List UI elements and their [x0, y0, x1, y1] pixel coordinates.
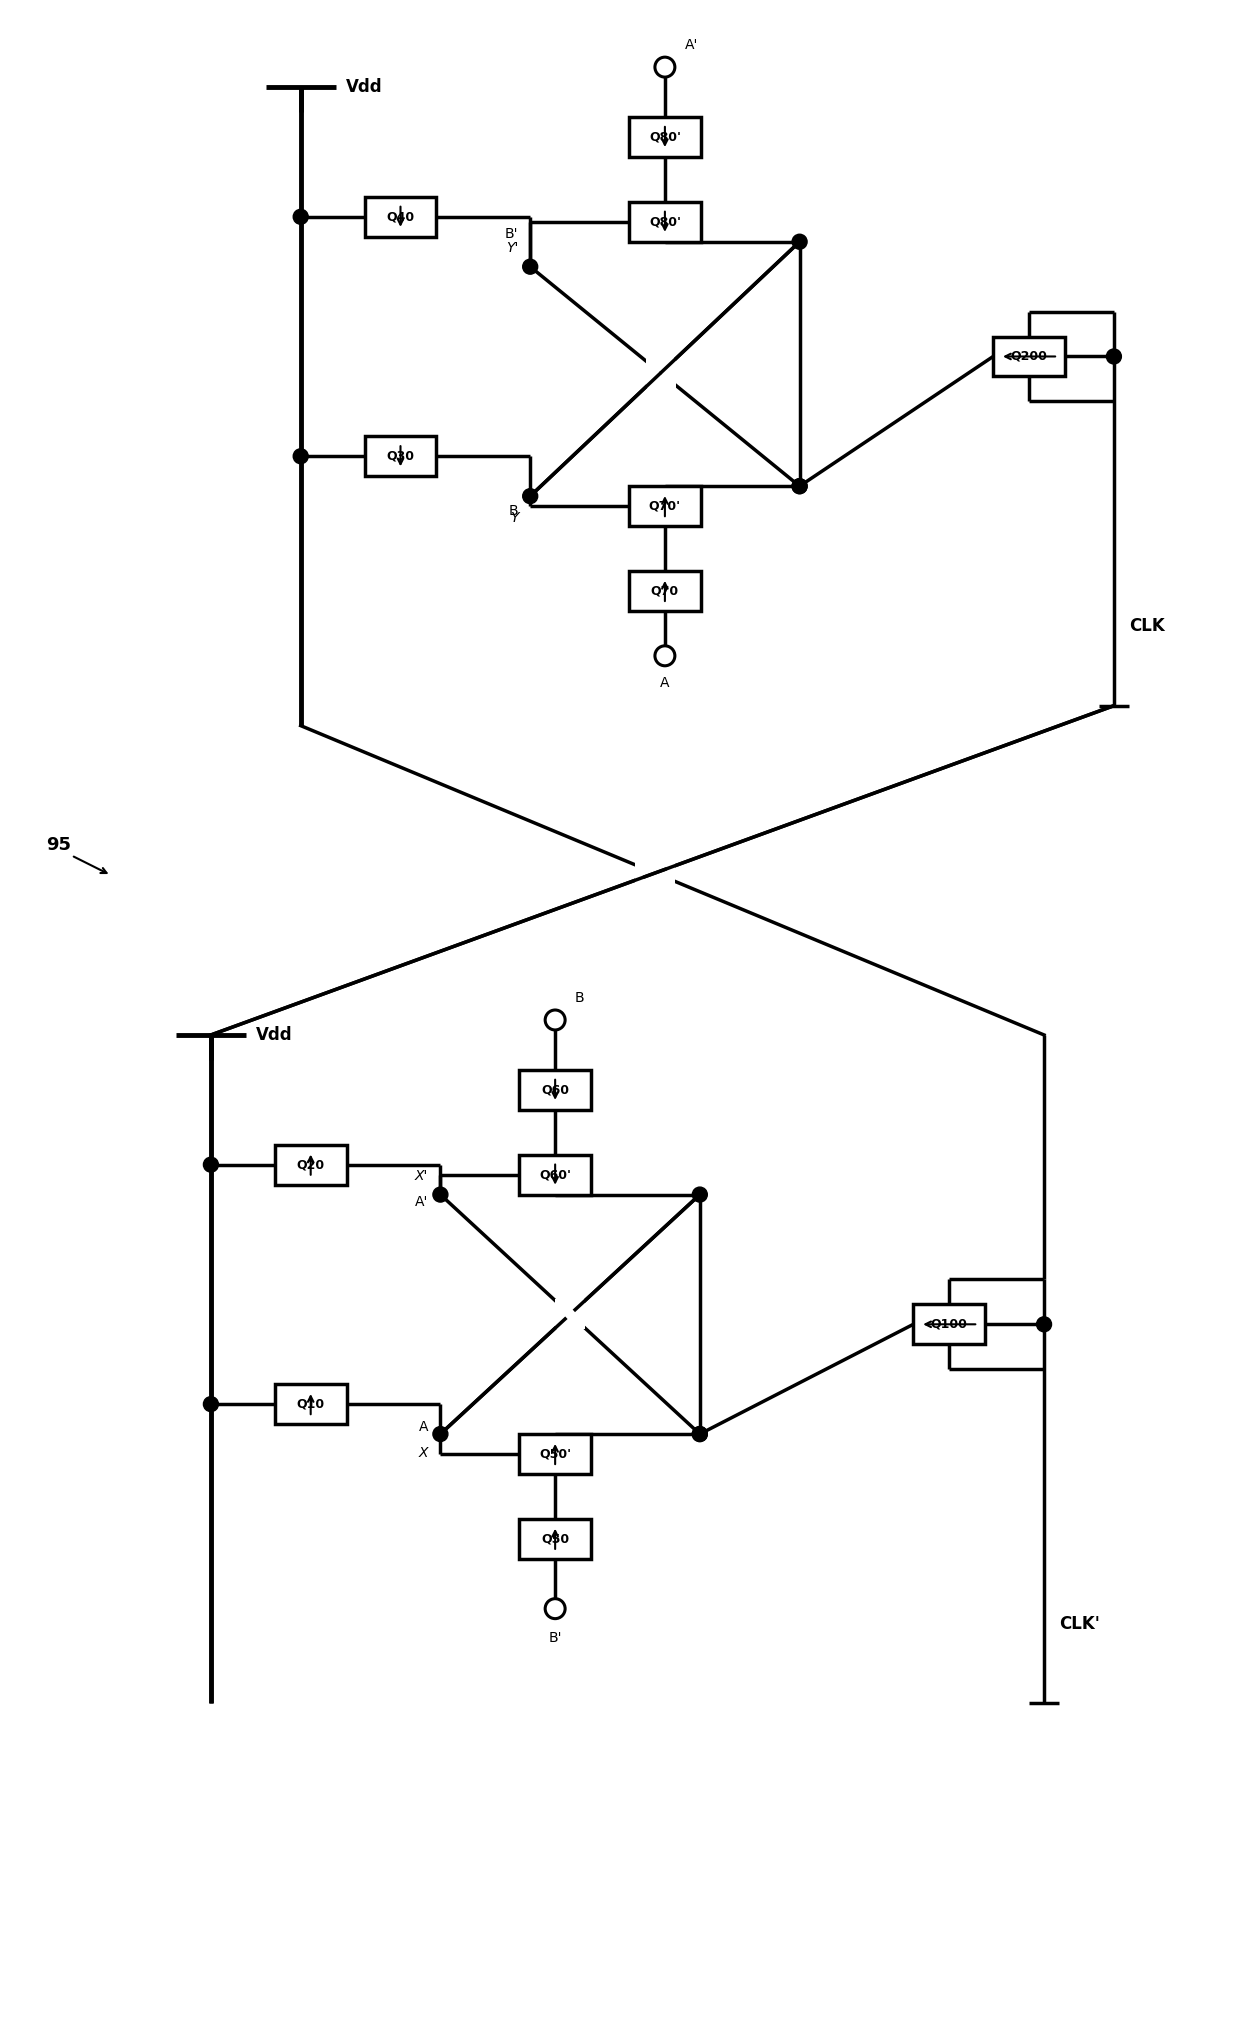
Text: Y': Y' [506, 241, 518, 255]
Circle shape [692, 1187, 707, 1203]
Text: Q80': Q80' [649, 130, 681, 144]
Bar [275, 1144, 347, 1185]
Circle shape [203, 1156, 218, 1172]
Text: Q50': Q50' [539, 1448, 572, 1460]
Circle shape [523, 488, 538, 504]
Circle shape [203, 1397, 218, 1411]
Circle shape [692, 1426, 707, 1442]
Text: X': X' [415, 1168, 429, 1183]
Text: Vdd: Vdd [255, 1027, 293, 1045]
Text: Q70: Q70 [651, 585, 680, 597]
Circle shape [433, 1426, 448, 1442]
Text: Vdd: Vdd [346, 79, 382, 95]
Bar [646, 358, 676, 389]
Text: B': B' [548, 1630, 562, 1644]
Bar [993, 336, 1065, 377]
Text: Q80': Q80' [649, 215, 681, 229]
Circle shape [546, 1598, 565, 1618]
Text: Q20: Q20 [296, 1158, 325, 1170]
Bar [365, 196, 436, 237]
Bar [629, 571, 701, 612]
Circle shape [792, 235, 807, 249]
Bar [629, 202, 701, 241]
Text: Q70': Q70' [649, 500, 681, 512]
Bar [520, 1519, 591, 1559]
Text: CLK: CLK [1128, 618, 1164, 636]
Text: Q100: Q100 [931, 1318, 967, 1330]
Bar [914, 1304, 986, 1345]
Bar [629, 117, 701, 156]
Circle shape [1106, 348, 1121, 364]
Text: A: A [660, 676, 670, 691]
Circle shape [293, 209, 309, 225]
Text: Q60': Q60' [539, 1168, 572, 1181]
Circle shape [692, 1426, 707, 1442]
Text: B: B [575, 990, 585, 1004]
Text: X: X [419, 1446, 429, 1460]
Circle shape [293, 450, 309, 464]
Circle shape [792, 478, 807, 494]
Circle shape [655, 57, 675, 77]
Text: Q40: Q40 [387, 211, 414, 223]
Text: Q60: Q60 [541, 1083, 569, 1096]
Circle shape [546, 1010, 565, 1031]
Text: B': B' [505, 227, 518, 241]
Bar [520, 1434, 591, 1474]
Circle shape [1037, 1316, 1052, 1332]
Bar [556, 1300, 585, 1328]
Text: A': A' [415, 1195, 429, 1209]
Bar [365, 435, 436, 476]
Bar [520, 1069, 591, 1110]
Text: A: A [419, 1420, 429, 1434]
Text: Q200: Q200 [1011, 350, 1048, 362]
Text: Q30: Q30 [387, 450, 414, 464]
Text: 95: 95 [46, 836, 71, 855]
Bar [275, 1385, 347, 1424]
Circle shape [655, 646, 675, 666]
Text: Q50: Q50 [541, 1533, 569, 1545]
Text: B: B [508, 504, 518, 518]
Text: Y: Y [510, 510, 518, 524]
Bar [520, 1154, 591, 1195]
Bar [635, 853, 675, 893]
Circle shape [792, 478, 807, 494]
Circle shape [523, 259, 538, 273]
Bar [629, 486, 701, 526]
Text: Q10: Q10 [296, 1397, 325, 1411]
Text: CLK': CLK' [1059, 1614, 1100, 1632]
Text: A': A' [684, 38, 698, 53]
Circle shape [433, 1187, 448, 1203]
